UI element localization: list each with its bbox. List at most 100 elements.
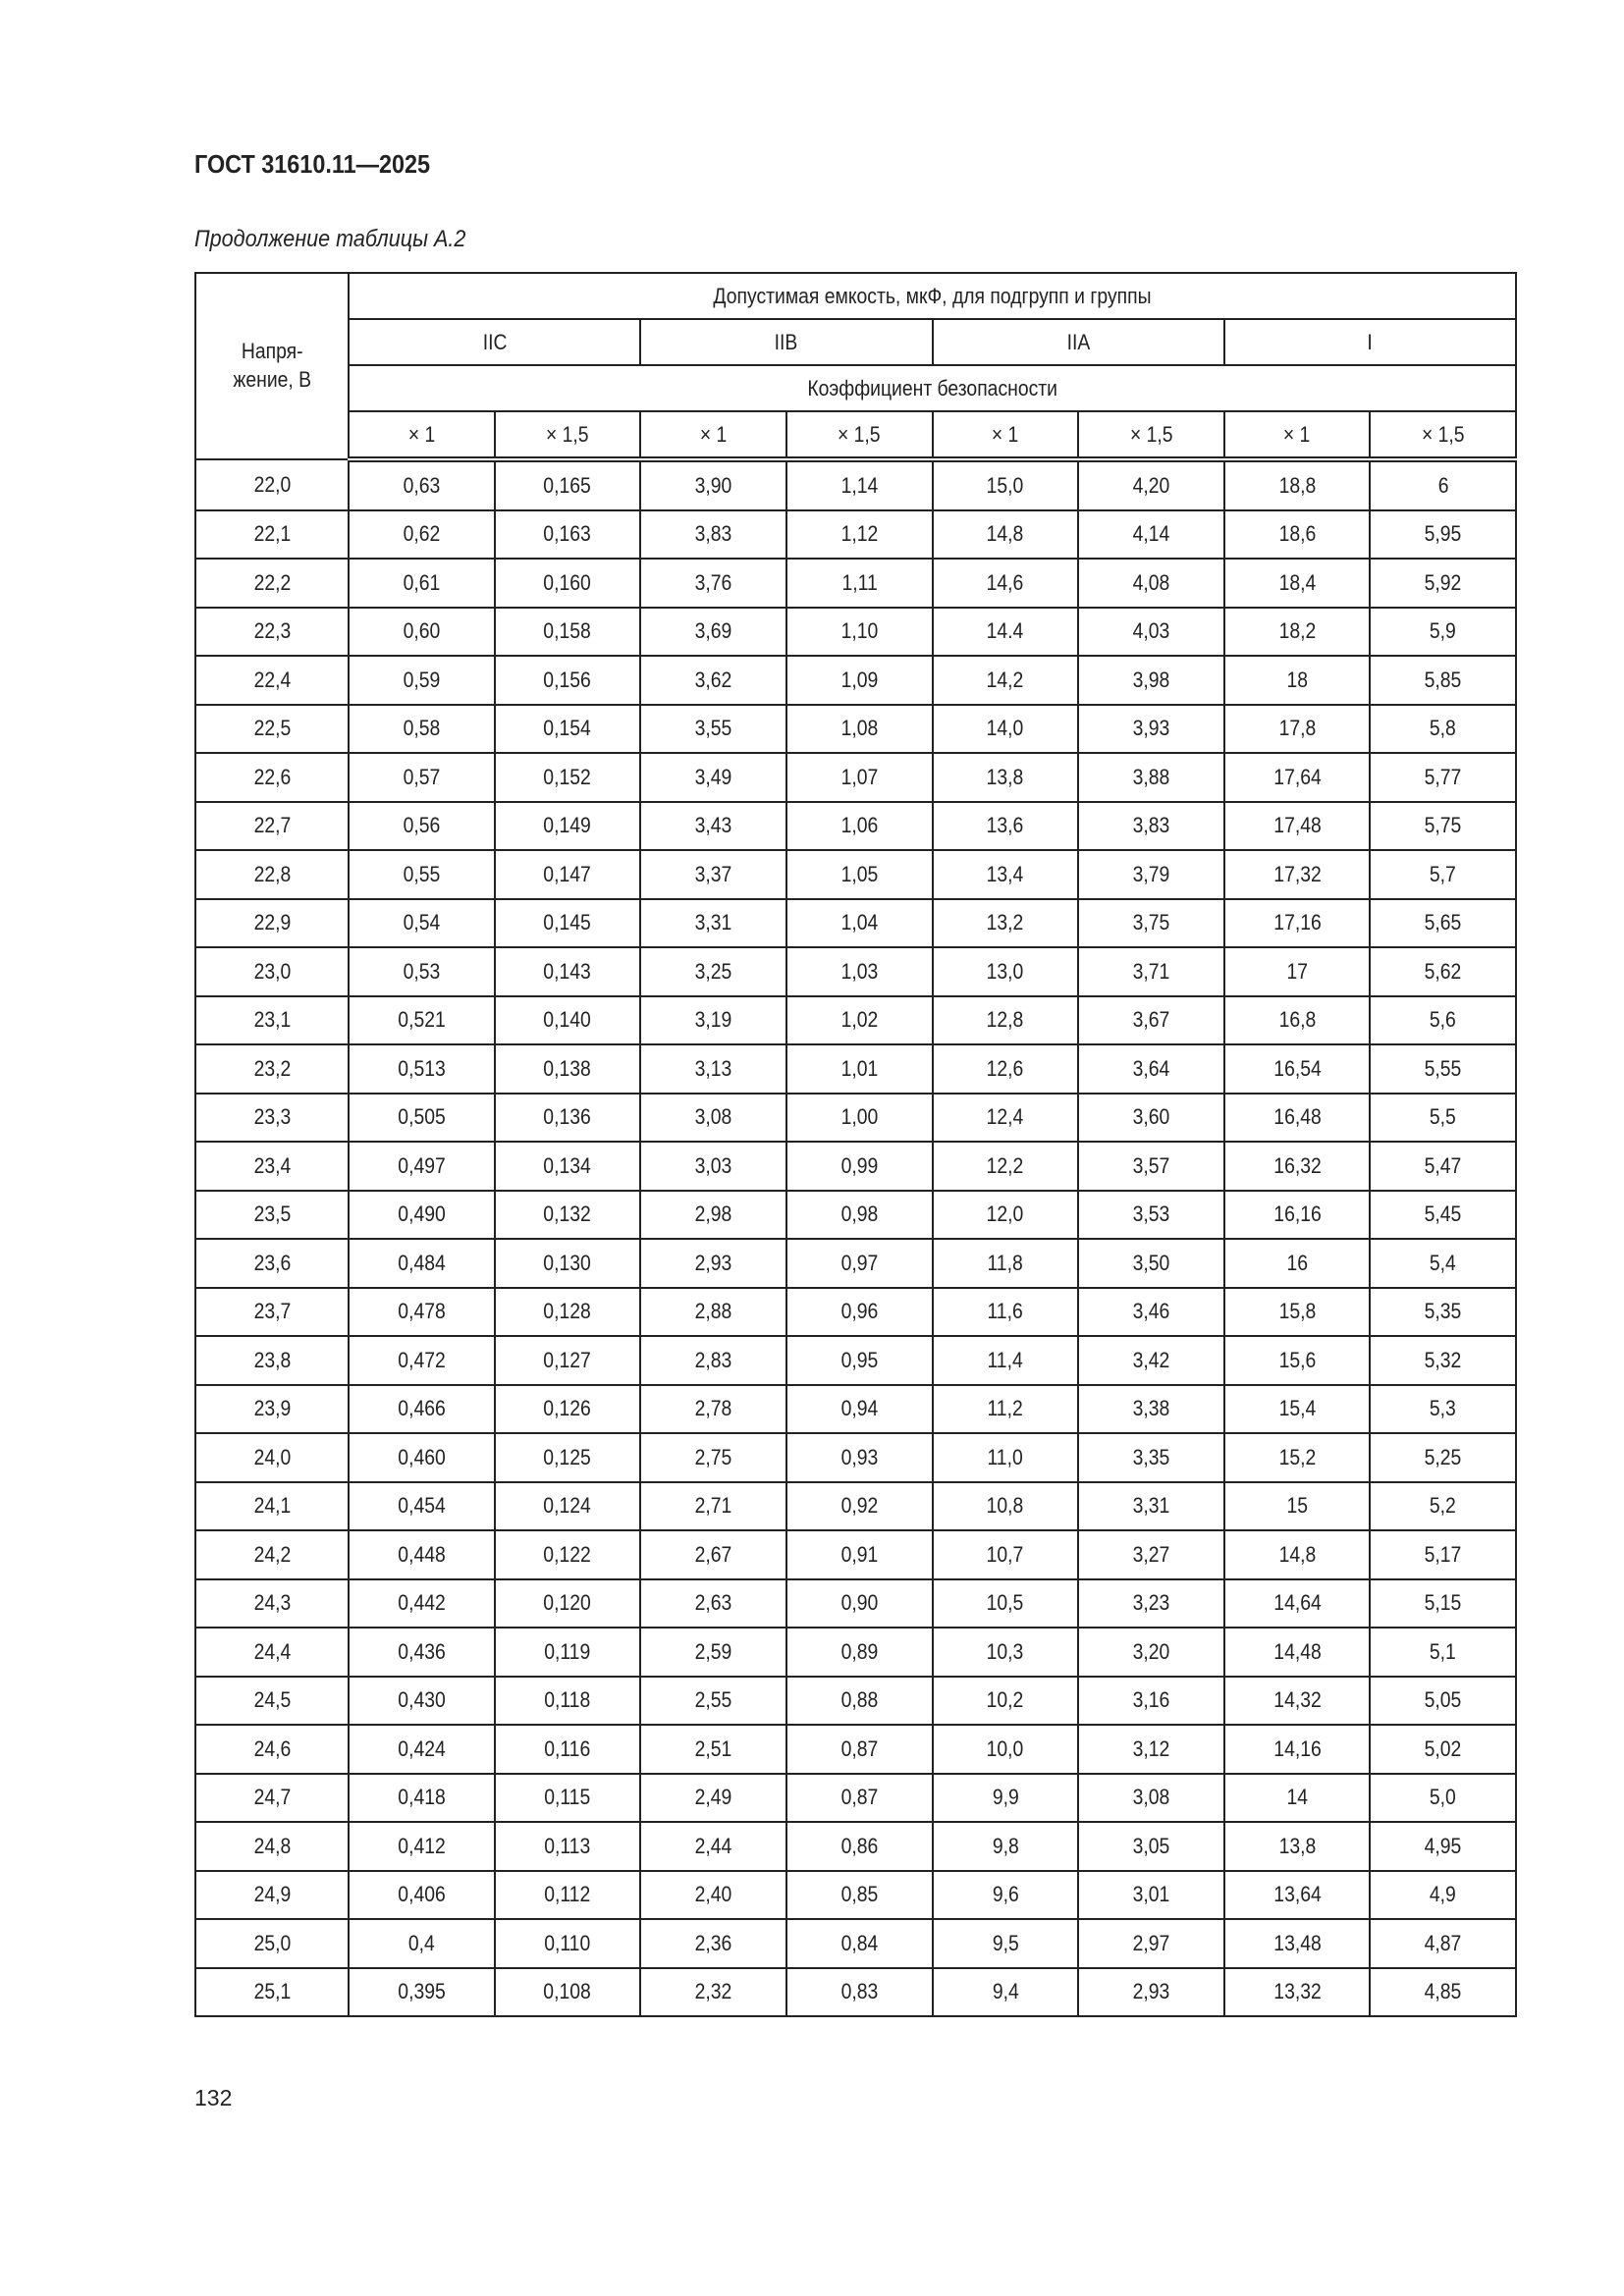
capacity-cell: 9,5: [931, 1918, 1080, 1969]
capacity-cell: 12,6: [931, 1043, 1080, 1095]
capacity-cell: 0,93: [785, 1432, 934, 1483]
table-row: 23,4 0,497 0,134 3,03 0,99 12,2 3,57 16,32 5,47: [194, 1141, 1517, 1192]
capacity-cell: 14,8: [931, 508, 1080, 560]
capacity-cell: 0,62: [348, 508, 496, 560]
capacity-cell: 0,85: [785, 1869, 934, 1920]
capacity-cell: 13,8: [931, 752, 1080, 803]
capacity-cell: 5,7: [1369, 849, 1517, 900]
capacity-cell: 1,08: [785, 703, 934, 754]
capacity-cell: 0,87: [785, 1772, 934, 1823]
capacity-cell: 3,03: [639, 1141, 787, 1192]
table-row: 24,3 0,442 0,120 2,63 0,90 10,5 3,23 14,64 5,15: [194, 1577, 1517, 1629]
capacity-cell: 3,93: [1077, 703, 1225, 754]
table-row: 24,6 0,424 0,116 2,51 0,87 10,0 3,12 14,16 5,02: [194, 1724, 1517, 1775]
safety-factor: × 1: [639, 410, 787, 462]
voltage-cell: 22,3: [194, 606, 350, 657]
capacity-cell: 0,94: [785, 1383, 934, 1434]
capacity-cell: 14,32: [1222, 1675, 1372, 1726]
capacity-cell: 16: [1222, 1238, 1372, 1289]
table-row: 22,8 0,55 0,147 3,37 1,05 13,4 3,79 17,32 5,7: [194, 849, 1517, 900]
capacity-cell: 0,56: [348, 800, 496, 851]
capacity-cell: 0,84: [785, 1918, 934, 1969]
capacity-cell: 0,149: [493, 800, 642, 851]
capacity-cell: 2,32: [639, 1966, 787, 2017]
table-row: 23,0 0,53 0,143 3,25 1,03 13,0 3,71 17 5,62: [194, 946, 1517, 997]
capacity-cell: 0,147: [493, 849, 642, 900]
capacity-cell: 1,03: [785, 946, 934, 997]
capacity-cell: 15: [1222, 1480, 1372, 1531]
safety-factor: × 1,5: [1077, 410, 1225, 462]
capacity-cell: 5,47: [1369, 1141, 1517, 1192]
capacity-cell: 3,05: [1077, 1821, 1225, 1872]
capacity-cell: 5,4: [1369, 1238, 1517, 1289]
capacity-cell: 0,90: [785, 1577, 934, 1629]
voltage-cell: 23,9: [194, 1383, 350, 1434]
capacity-cell: 1,12: [785, 508, 934, 560]
safety-factor: × 1: [1222, 410, 1372, 462]
capacity-cell: 0,95: [785, 1335, 934, 1386]
capacity-cell: 2,44: [639, 1821, 787, 1872]
voltage-cell: 23,4: [194, 1141, 350, 1192]
voltage-cell: 24,8: [194, 1821, 350, 1872]
table-row: 23,7 0,478 0,128 2,88 0,96 11,6 3,46 15,8 5,35: [194, 1286, 1517, 1337]
capacity-cell: 5,35: [1369, 1286, 1517, 1337]
voltage-cell: 22,8: [194, 849, 350, 900]
capacity-cell: 3,76: [639, 558, 787, 609]
capacity-cell: 0,53: [348, 946, 496, 997]
voltage-cell: 24,5: [194, 1675, 350, 1726]
capacity-cell: 0,145: [493, 897, 642, 948]
capacity-cell: 0,124: [493, 1480, 642, 1531]
capacity-cell: 9,6: [931, 1869, 1080, 1920]
capacity-cell: 0,412: [348, 1821, 496, 1872]
page-number: 132: [194, 2085, 233, 2110]
capacity-cell: 5,85: [1369, 655, 1517, 706]
capacity-cell: 11,2: [931, 1383, 1080, 1434]
capacity-cell: 3,62: [639, 655, 787, 706]
capacity-cell: 13,64: [1222, 1869, 1372, 1920]
capacity-cell: 5,77: [1369, 752, 1517, 803]
capacity-cell: 0,406: [348, 1869, 496, 1920]
capacity-cell: 13,32: [1222, 1966, 1372, 2017]
capacity-cell: 17,48: [1222, 800, 1372, 851]
capacity-cell: 2,93: [1077, 1966, 1225, 2017]
capacity-cell: 10,0: [931, 1724, 1080, 1775]
voltage-cell: 23,8: [194, 1335, 350, 1386]
table-row: 23,1 0,521 0,140 3,19 1,02 12,8 3,67 16,8 5,6: [194, 994, 1517, 1045]
capacity-cell: 0,160: [493, 558, 642, 609]
capacity-cell: 15,0: [931, 458, 1080, 511]
capacity-cell: 0,128: [493, 1286, 642, 1337]
capacity-cell: 0,513: [348, 1043, 496, 1095]
capacity-cell: 0,156: [493, 655, 642, 706]
voltage-cell: 24,3: [194, 1577, 350, 1629]
capacity-cell: 5,25: [1369, 1432, 1517, 1483]
voltage-cell: 22,4: [194, 655, 350, 706]
capacity-cell: 15,6: [1222, 1335, 1372, 1386]
table-row: 23,6 0,484 0,130 2,93 0,97 11,8 3,50 16 5,4: [194, 1238, 1517, 1289]
safety-factor: × 1,5: [493, 410, 642, 462]
capacity-cell: 14,16: [1222, 1724, 1372, 1775]
capacity-cell: 0,472: [348, 1335, 496, 1386]
capacity-cell: 17,64: [1222, 752, 1372, 803]
table-row: 23,9 0,466 0,126 2,78 0,94 11,2 3,38 15,4 5,3: [194, 1383, 1517, 1434]
capacity-cell: 0,127: [493, 1335, 642, 1386]
capacity-cell: 5,05: [1369, 1675, 1517, 1726]
capacity-cell: 0,86: [785, 1821, 934, 1872]
capacity-cell: 18,8: [1222, 458, 1372, 511]
table-row: 22,7 0,56 0,149 3,43 1,06 13,6 3,83 17,48 5,75: [194, 800, 1517, 851]
capacity-cell: 0,116: [493, 1724, 642, 1775]
capacity-cell: 18,4: [1222, 558, 1372, 609]
document-title: ГОСТ 31610.11—2025: [194, 149, 431, 179]
capacity-cell: 13,2: [931, 897, 1080, 948]
capacity-cell: 3,71: [1077, 946, 1225, 997]
capacity-cell: 2,59: [639, 1627, 787, 1678]
capacity-cell: 5,8: [1369, 703, 1517, 754]
capacity-cell: 0,138: [493, 1043, 642, 1095]
capacity-cell: 4,9: [1369, 1869, 1517, 1920]
capacity-cell: 3,50: [1077, 1238, 1225, 1289]
voltage-cell: 24,6: [194, 1724, 350, 1775]
capacity-cell: 2,88: [639, 1286, 787, 1337]
capacity-cell: 4,08: [1077, 558, 1225, 609]
capacity-cell: 14,6: [931, 558, 1080, 609]
capacity-cell: 11,8: [931, 1238, 1080, 1289]
capacity-cell: 0,119: [493, 1627, 642, 1678]
